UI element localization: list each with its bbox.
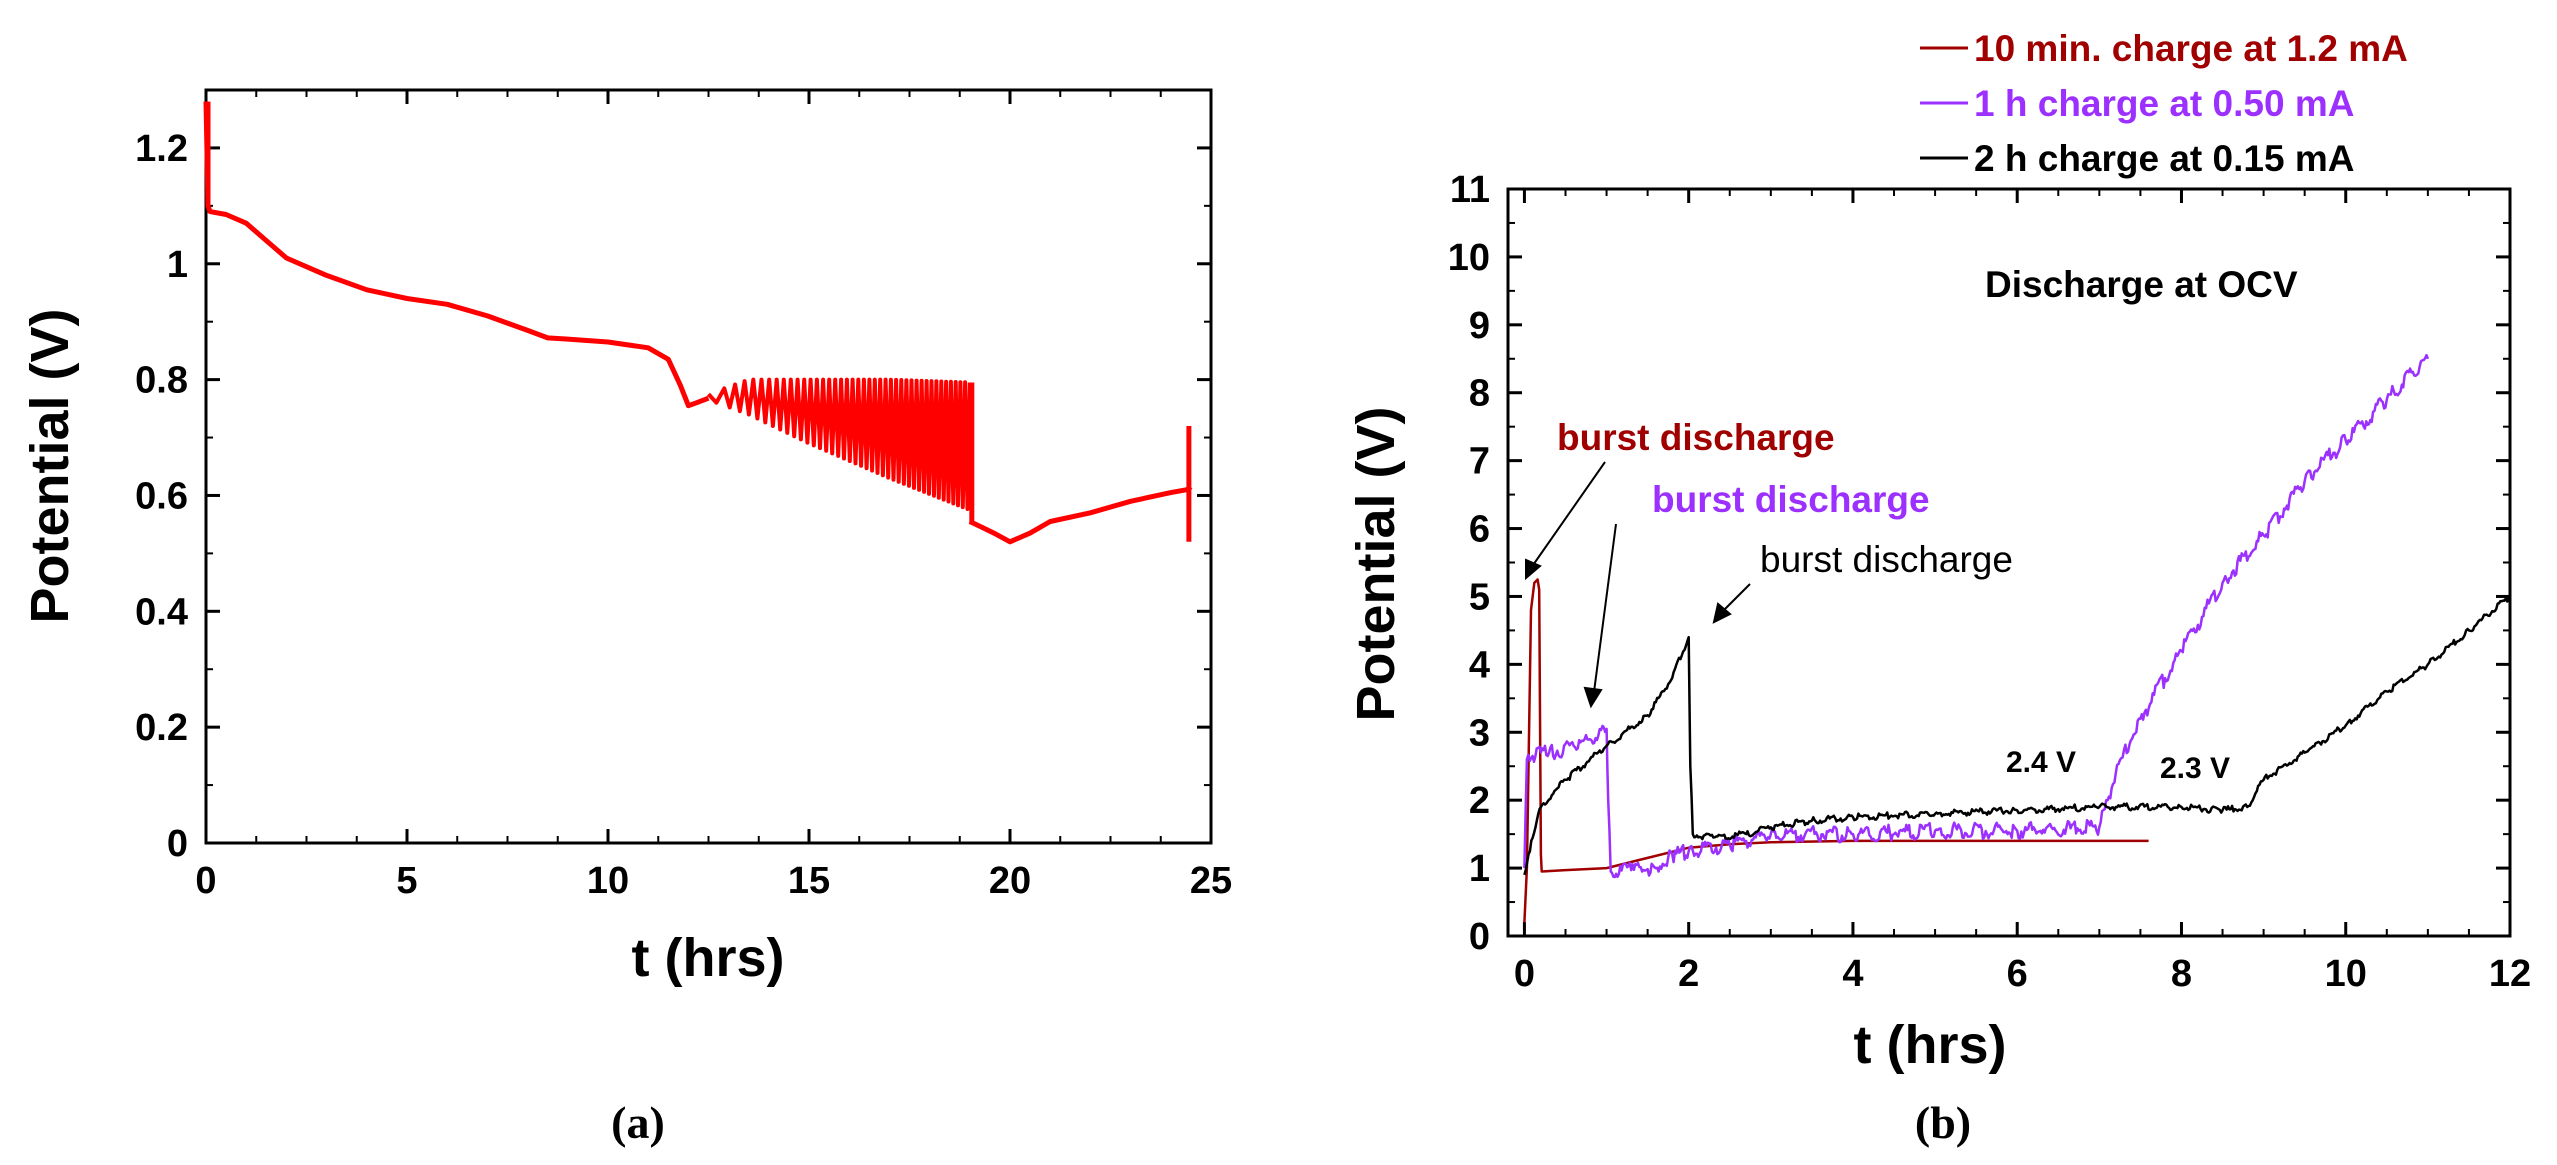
panel-b-x-axis-title: t (hrs) — [1854, 1015, 2007, 1075]
panel-a-plot-frame — [204, 88, 1213, 845]
panel-b-y-tick-label-3: 3 — [1469, 712, 1490, 754]
annotation-2-4v: 2.4 V — [2006, 746, 2076, 779]
panel-b-y-tick-label-4: 4 — [1469, 644, 1490, 686]
arrow-head-burst-2h — [1712, 602, 1732, 624]
panel-a-y-tick-label-0: 0 — [167, 823, 188, 865]
panel-b-y-tick-label-2: 2 — [1469, 780, 1490, 822]
panel-b-y-tick-label-7: 7 — [1469, 441, 1490, 483]
panel-a-y-tick-label-0-2: 0.2 — [135, 707, 188, 749]
panel-b-series — [1523, 353, 2511, 923]
panel-b-x-tick-label-12: 12 — [2489, 953, 2531, 995]
panel-a-x-tick-label-20: 20 — [989, 860, 1031, 902]
annotation-2-3v: 2.3 V — [2160, 752, 2230, 785]
panel-b-x-tick-label-0: 0 — [1514, 953, 1535, 995]
panel-b-y-tick-label-11: 11 — [1450, 169, 1490, 211]
panel-a-y-axis-title: Potential (V) — [20, 308, 80, 623]
annotation-burst-discharge-10min: burst discharge — [1557, 417, 1835, 458]
panel-a-x-tick-label-0: 0 — [195, 860, 216, 902]
arrow-head-burst-10min — [1525, 558, 1542, 581]
panel-b-x-tick-label-4: 4 — [1842, 953, 1863, 995]
panel-b-x-tick-label-8: 8 — [2171, 953, 2192, 995]
panel-a-series — [203, 101, 1193, 545]
arrow-burst-10min — [1530, 461, 1606, 569]
panel-b-x-tick-label-2: 2 — [1678, 953, 1699, 995]
panel-a-caption: (a) — [611, 1097, 665, 1148]
panel-a-y-tick-label-1-2: 1.2 — [135, 128, 188, 170]
annotation-burst-discharge-1h: burst discharge — [1652, 479, 1930, 520]
panel-b-y-tick-label-1: 1 — [1469, 848, 1490, 890]
arrow-burst-2h — [1721, 583, 1751, 613]
panel-a-x-tick-label-15: 15 — [788, 860, 830, 902]
panel-b-x-tick-label-10: 10 — [2325, 953, 2367, 995]
panel-a-x-tick-label-5: 5 — [396, 860, 417, 902]
panel-a-y-tick-label-0-8: 0.8 — [135, 360, 188, 402]
panel-a-series-tail — [968, 484, 1193, 545]
legend-label-2h: 2 h charge at 0.15 mA — [1974, 138, 2354, 179]
panel-b-x-tick-label-6: 6 — [2007, 953, 2028, 995]
legend-label-10min: 10 min. charge at 1.2 mA — [1974, 28, 2408, 69]
panel-b-y-tick-label-9: 9 — [1469, 305, 1490, 347]
panel-b-y-tick-label-10: 10 — [1448, 237, 1490, 279]
panel-a-x-axis-title: t (hrs) — [632, 928, 785, 988]
annotation-discharge-at-ocv: Discharge at OCV — [1985, 264, 2298, 305]
panel-b-series-1-h-charge-at-0-50-ma — [1523, 353, 2430, 879]
panel-a-series-oscillation — [707, 377, 972, 511]
panel-a-y-tick-label-1: 1 — [167, 244, 188, 286]
legend-label-1h: 1 h charge at 0.50 mA — [1974, 83, 2354, 124]
panel-b-y-tick-label-6: 6 — [1469, 509, 1490, 551]
panel-a-y-tick-label-0-6: 0.6 — [135, 475, 188, 517]
panel-a: 0 5 10 15 20 25 0 0.2 0.4 0.6 0.8 1 1.2 t (hrs) Pote… — [20, 88, 1232, 1148]
panel-b-y-tick-label-0: 0 — [1469, 916, 1490, 958]
annotation-burst-discharge-2h: burst discharge — [1760, 539, 2013, 580]
panel-a-ticks: 0 5 10 15 20 25 0 0.2 0.4 0.6 0.8 1 1.2 — [135, 90, 1232, 902]
panel-a-x-tick-label-10: 10 — [587, 860, 629, 902]
panel-b-y-tick-label-5: 5 — [1469, 576, 1490, 618]
panel-b-y-axis-title: Potential (V) — [1346, 406, 1406, 721]
panel-b-legend: 10 min. charge at 1.2 mA 1 h charge at 0… — [1920, 28, 2408, 179]
panel-b-series-10-min-charge-at-1-2-ma — [1523, 578, 2149, 923]
arrow-head-burst-1h — [1583, 686, 1603, 709]
panel-b-caption: (b) — [1915, 1097, 1971, 1148]
annotation-arrows — [1525, 461, 1751, 709]
panel-a-series-discharge — [203, 101, 710, 409]
panel-a-x-tick-label-25: 25 — [1190, 860, 1232, 902]
panel-a-y-tick-label-0-4: 0.4 — [135, 591, 188, 633]
panel-b-series-2-h-charge-at-0-15-ma — [1523, 595, 2511, 876]
panel-b-y-tick-label-8: 8 — [1469, 373, 1490, 415]
arrow-burst-1h — [1593, 523, 1617, 693]
